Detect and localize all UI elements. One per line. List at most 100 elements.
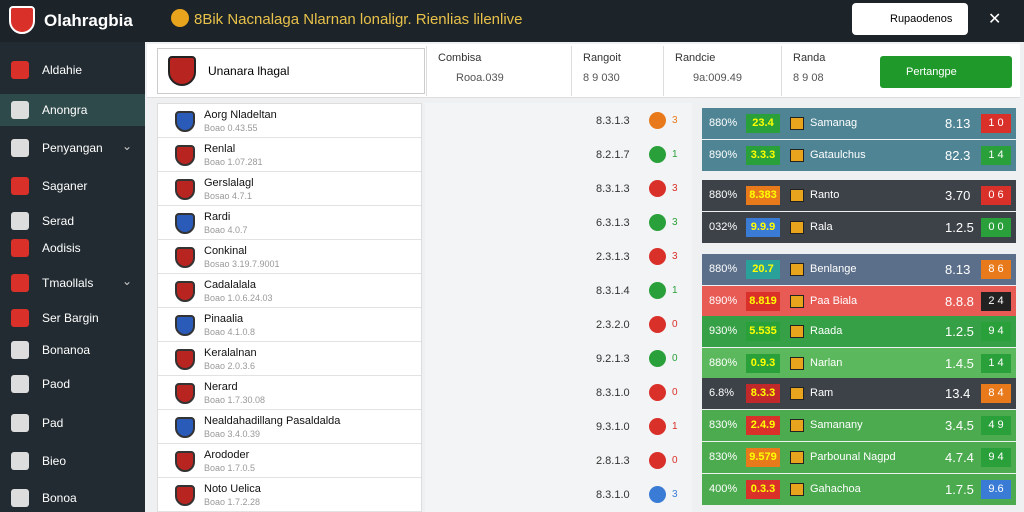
team-crest — [175, 281, 195, 302]
odds-flag — [790, 295, 804, 308]
match-row — [158, 478, 421, 512]
odds-badge[interactable]: 1 4 — [981, 354, 1011, 373]
odds-badge[interactable]: 9.6 — [981, 480, 1011, 499]
odds-team: Raada — [810, 325, 843, 337]
odds-badge[interactable]: 0 6 — [981, 186, 1011, 205]
odds-pct: 880% — [709, 117, 738, 129]
team-box — [157, 48, 425, 94]
odds-badge[interactable]: 1 4 — [981, 146, 1011, 165]
match-count: 1 — [672, 285, 678, 296]
sidebar-icon — [11, 212, 29, 230]
odds-value: 1.2.5 — [945, 220, 974, 235]
team-crest — [175, 111, 195, 132]
team-crest — [175, 485, 195, 506]
sidebar-icon — [11, 309, 29, 327]
sidebar-item[interactable]: Paod — [42, 377, 71, 391]
odds-flag — [790, 483, 804, 496]
match-row — [158, 376, 421, 410]
odds-team: Narlan — [810, 357, 843, 369]
match-row — [158, 342, 421, 376]
odds-pct: 890% — [709, 149, 738, 161]
odds-badge[interactable]: 1 0 — [981, 114, 1011, 133]
match-count: 1 — [672, 421, 678, 432]
sidebar-item[interactable]: Bieo — [42, 454, 67, 468]
match-value: 8.3.1.4 — [596, 285, 630, 297]
header-button[interactable]: Rupaodenos — [852, 3, 968, 35]
match-value: 8.3.1.3 — [596, 115, 630, 127]
sidebar-icon — [11, 177, 29, 195]
sidebar-item[interactable]: Penyangan — [42, 141, 103, 155]
odds-score: 8.383 — [746, 186, 780, 205]
odds-badge[interactable]: 2 4 — [981, 292, 1011, 311]
odds-team: Samanany — [810, 419, 863, 431]
match-value: 9.2.1.3 — [596, 353, 630, 365]
title: 8Bik Nacnalaga Nlarnan lonaligr. Rienlia… — [194, 11, 523, 28]
odds-value: 1.7.5 — [945, 482, 974, 497]
match-row — [158, 104, 421, 138]
odds-score: 8.3.3 — [746, 384, 780, 403]
match-row — [158, 410, 421, 444]
sidebar-icon — [11, 274, 29, 292]
match-value: 8.2.1.7 — [596, 149, 630, 161]
divider — [781, 46, 782, 96]
summary-team: Unanara lhagal — [208, 64, 290, 78]
odds-team: Ram — [810, 387, 834, 399]
odds-badge[interactable]: 9 4 — [981, 322, 1011, 341]
summary-button[interactable]: Pertangpe — [880, 56, 1012, 88]
divider — [663, 46, 664, 96]
close-icon[interactable]: ✕ — [988, 11, 1002, 28]
team-crest — [175, 247, 195, 268]
summary-value: 9a:009.49 — [693, 72, 742, 84]
match-value: 2.8.1.3 — [596, 455, 630, 467]
team-crest — [175, 349, 195, 370]
match-sub: Bosao 4.7.1 — [204, 191, 253, 201]
sidebar-item[interactable]: Serad — [42, 214, 75, 228]
match-row — [158, 172, 421, 206]
chevron: ⌄ — [122, 274, 133, 288]
odds-badge[interactable]: 0 0 — [981, 218, 1011, 237]
sidebar-item[interactable]: Anongra — [42, 103, 88, 117]
sidebar-item[interactable]: Bonanoa — [42, 343, 91, 357]
summary-label: Randcie — [675, 52, 716, 64]
sidebar-icon — [11, 239, 29, 257]
match-count: 3 — [672, 115, 678, 126]
team-crest — [175, 145, 195, 166]
sidebar-item[interactable]: Saganer — [42, 179, 88, 193]
odds-pct: 400% — [709, 483, 738, 495]
sidebar-item[interactable]: Aodisis — [42, 241, 81, 255]
sidebar-item[interactable]: Tmaollals — [42, 276, 94, 290]
match-count: 3 — [672, 489, 678, 500]
sidebar-item[interactable]: Ser Bargin — [42, 311, 99, 325]
odds-badge[interactable]: 9 4 — [981, 448, 1011, 467]
odds-badge[interactable]: 4 9 — [981, 416, 1011, 435]
match-value: 2.3.2.0 — [596, 319, 630, 331]
team-crest — [175, 213, 195, 234]
odds-badge[interactable]: 8 6 — [981, 260, 1011, 279]
title-icon — [171, 9, 189, 27]
odds-badge[interactable]: 8 4 — [981, 384, 1011, 403]
odds-flag — [790, 387, 804, 400]
odds-value: 4.7.4 — [945, 450, 974, 465]
status-icon — [649, 350, 666, 367]
status-icon — [649, 452, 666, 469]
odds-flag — [790, 451, 804, 464]
odds-flag — [790, 149, 804, 162]
match-name: Nealdahadillang Pasaldalda — [204, 415, 341, 427]
odds-score: 23.4 — [746, 114, 780, 133]
match-value: 2.3.1.3 — [596, 251, 630, 263]
match-count: 3 — [672, 217, 678, 228]
sidebar-item[interactable]: Bonoa — [42, 491, 77, 505]
sidebar-icon — [11, 414, 29, 432]
sidebar-item[interactable]: Pad — [42, 416, 64, 430]
odds-value: 1.2.5 — [945, 324, 974, 339]
match-row — [158, 138, 421, 172]
odds-team: Paa Biala — [810, 295, 858, 307]
match-row — [158, 308, 421, 342]
sidebar-item[interactable]: Aldahie — [42, 63, 83, 77]
odds-value: 13.4 — [945, 386, 971, 401]
match-count: 0 — [672, 353, 678, 364]
match-value: 8.3.1.3 — [596, 183, 630, 195]
logo-icon — [9, 6, 35, 34]
divider — [571, 46, 572, 96]
status-icon — [649, 418, 666, 435]
